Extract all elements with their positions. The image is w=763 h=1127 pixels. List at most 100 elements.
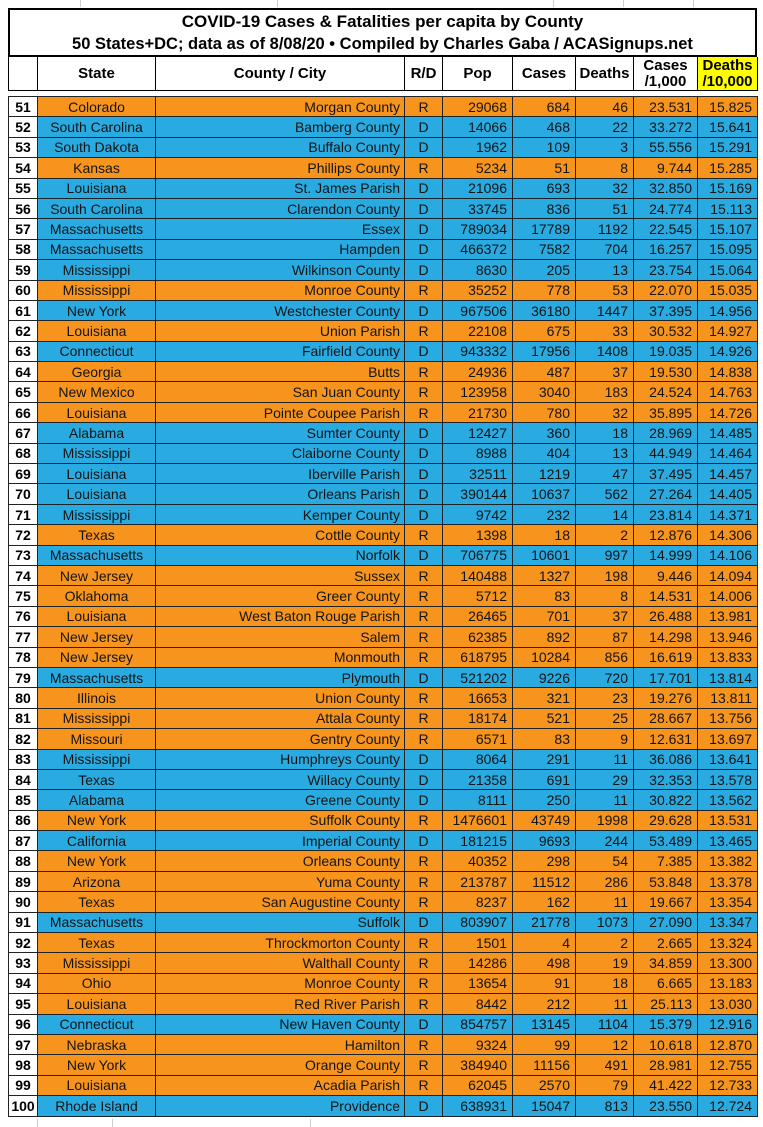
deaths-per-10000-cell: 14.956 — [698, 300, 758, 321]
cases-cell: 468 — [513, 117, 576, 137]
deaths-per-10000-cell: 14.485 — [698, 423, 758, 443]
cases-cell: 780 — [513, 402, 576, 423]
cases-cell: 109 — [513, 137, 576, 158]
column-header-rank — [9, 57, 38, 91]
cases-cell: 1327 — [513, 565, 576, 586]
deaths-per-10000-cell: 13.981 — [698, 606, 758, 627]
rank-cell: 52 — [9, 117, 38, 137]
deaths-cell: 13 — [576, 443, 634, 464]
pop-cell: 854757 — [443, 1014, 513, 1034]
state-cell: Massachusetts — [38, 912, 156, 933]
pop-cell: 18174 — [443, 708, 513, 729]
table-row: 81 Mississippi Attala County R 18174 521 25 28.… — [9, 708, 758, 730]
table-row: 53 South Dakota Buffalo County D 1962 109 3 55.… — [9, 137, 758, 159]
deaths-per-10000-cell: 14.926 — [698, 341, 758, 362]
column-header-cases: Cases — [513, 57, 576, 91]
table-row: 79 Massachusetts Plymouth D 521202 9226 720 17.… — [9, 667, 758, 689]
rank-cell: 56 — [9, 198, 38, 219]
county-cell: Greene County — [156, 790, 405, 810]
state-cell: Texas — [38, 769, 156, 790]
cases-cell: 291 — [513, 749, 576, 769]
table-row: 77 New Jersey Salem R 62385 892 87 14.298 13.946 — [9, 627, 758, 648]
pop-cell: 16653 — [443, 688, 513, 708]
deaths-cell: 856 — [576, 647, 634, 667]
deaths-per-10000-cell: 13.641 — [698, 749, 758, 769]
pop-cell: 967506 — [443, 300, 513, 321]
party-cell: R — [405, 647, 443, 667]
table-row: 93 Mississippi Walthall County R 14286 498 19 3… — [9, 953, 758, 974]
pop-cell: 21096 — [443, 178, 513, 198]
deaths-per-10000-cell: 15.095 — [698, 239, 758, 260]
deaths-cell: 1408 — [576, 341, 634, 362]
cases-per-1000-cell: 29.628 — [634, 810, 698, 831]
cases-cell: 18 — [513, 525, 576, 545]
pop-cell: 1398 — [443, 525, 513, 545]
county-cell: Hampden — [156, 239, 405, 260]
table-row: 63 Connecticut Fairfield County D 943332 1795… — [9, 341, 758, 363]
cases-cell: 51 — [513, 158, 576, 178]
deaths-per-10000-cell: 15.291 — [698, 137, 758, 158]
deaths-cell: 3 — [576, 137, 634, 158]
deaths-per-10000-label-line2: /10,000 — [702, 72, 753, 90]
table-row: 51 Colorado Morgan County R 29068 684 46 23.531… — [9, 97, 758, 118]
deaths-cell: 23 — [576, 688, 634, 708]
party-cell: R — [405, 871, 443, 892]
county-cell: Phillips County — [156, 158, 405, 178]
state-cell: Georgia — [38, 362, 156, 382]
deaths-cell: 2 — [576, 525, 634, 545]
sheet-gridline — [693, 0, 694, 7]
cases-cell: 212 — [513, 994, 576, 1014]
county-cell: Willacy County — [156, 769, 405, 790]
cases-per-1000-cell: 55.556 — [634, 137, 698, 158]
deaths-per-10000-cell: 13.833 — [698, 647, 758, 667]
cases-per-1000-cell: 22.545 — [634, 219, 698, 239]
party-cell: R — [405, 953, 443, 973]
header-body-gap — [8, 91, 757, 96]
column-header-deaths: Deaths — [576, 57, 634, 91]
covid-county-table: COVID-19 Cases & Fatalities per capita b… — [8, 8, 758, 1117]
county-cell: Greer County — [156, 586, 405, 606]
cases-per-1000-cell: 19.530 — [634, 362, 698, 382]
rank-cell: 67 — [9, 423, 38, 443]
state-cell: New York — [38, 851, 156, 871]
deaths-cell: 11 — [576, 790, 634, 810]
state-cell: Texas — [38, 525, 156, 545]
cases-cell: 360 — [513, 423, 576, 443]
party-cell: R — [405, 627, 443, 647]
cases-cell: 3040 — [513, 382, 576, 402]
state-cell: Louisiana — [38, 1075, 156, 1096]
deaths-per-10000-cell: 15.113 — [698, 198, 758, 219]
deaths-per-10000-cell: 13.814 — [698, 667, 758, 688]
column-header-deaths-per-10000: Deaths /10,000 — [698, 57, 758, 91]
cases-per-1000-cell: 19.276 — [634, 688, 698, 708]
deaths-cell: 813 — [576, 1096, 634, 1116]
rank-cell: 72 — [9, 525, 38, 545]
deaths-cell: 37 — [576, 362, 634, 382]
cases-cell: 778 — [513, 280, 576, 300]
county-cell: Clarendon County — [156, 198, 405, 219]
column-header-pop: Pop — [443, 57, 513, 91]
rank-cell: 97 — [9, 1034, 38, 1055]
state-cell: Alabama — [38, 423, 156, 443]
pop-cell: 9324 — [443, 1034, 513, 1055]
deaths-per-10000-cell: 14.094 — [698, 565, 758, 586]
sheet-gridline — [553, 0, 554, 7]
rank-cell: 85 — [9, 790, 38, 810]
cases-per-1000-cell: 30.822 — [634, 790, 698, 810]
pop-cell: 140488 — [443, 565, 513, 586]
table-row: 54 Kansas Phillips County R 5234 51 8 9.744 15.2… — [9, 158, 758, 179]
cases-cell: 17956 — [513, 341, 576, 362]
party-cell: R — [405, 892, 443, 912]
party-cell: R — [405, 1055, 443, 1075]
cases-per-1000-cell: 28.981 — [634, 1055, 698, 1075]
deaths-cell: 12 — [576, 1034, 634, 1055]
table-row: 86 New York Suffolk County R 1476601 43749 199… — [9, 810, 758, 832]
rank-cell: 51 — [9, 97, 38, 117]
deaths-per-10000-cell: 15.169 — [698, 178, 758, 198]
deaths-per-10000-cell: 12.755 — [698, 1055, 758, 1075]
sheet-gridline — [623, 0, 624, 7]
cases-cell: 7582 — [513, 239, 576, 260]
cases-per-1000-cell: 22.070 — [634, 280, 698, 300]
rank-cell: 98 — [9, 1055, 38, 1075]
state-cell: Massachusetts — [38, 545, 156, 565]
